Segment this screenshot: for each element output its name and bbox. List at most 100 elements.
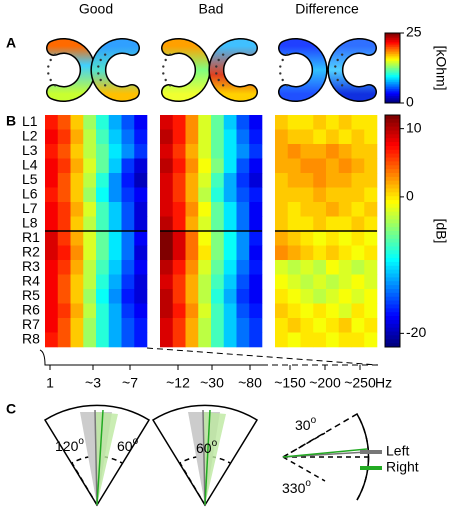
heat-cell — [287, 318, 301, 333]
angle-label: 60o — [196, 438, 218, 456]
colorbar-segment — [385, 254, 400, 259]
heat-cell — [57, 289, 71, 304]
column-title: Good — [79, 1, 113, 17]
colorbar-segment — [385, 52, 400, 55]
heat-cell — [96, 231, 110, 246]
heat-cell — [351, 202, 365, 217]
heat-cell — [121, 144, 135, 159]
heat-cell — [108, 216, 122, 232]
colorbar-segment — [385, 234, 400, 240]
electrode-dot — [97, 72, 100, 75]
heat-cell — [275, 318, 289, 333]
heat-cell — [70, 115, 84, 130]
colorbar-segment — [385, 61, 400, 64]
heat-cell — [172, 260, 186, 275]
heat-cell — [108, 332, 122, 348]
heat-cell — [185, 173, 199, 188]
heat-cell — [134, 158, 148, 174]
colorbar-segment — [385, 85, 400, 88]
heat-cell — [275, 129, 289, 145]
colorbar-segment — [385, 319, 400, 325]
heat-cell — [134, 260, 148, 275]
colorbar-segment — [385, 184, 400, 189]
colorbar-segment — [385, 87, 400, 90]
colorbar-segment — [385, 327, 400, 333]
heat-cell — [236, 332, 250, 348]
colorbar-segment — [385, 78, 400, 81]
panel-label: C — [6, 401, 16, 417]
heat-cell — [223, 289, 237, 304]
colorbar-segment — [385, 281, 400, 286]
colorbar-segment — [385, 126, 400, 131]
row-label: R3 — [22, 258, 40, 274]
colorbar-segment — [385, 196, 400, 201]
heat-cell — [287, 144, 301, 159]
heat-cell — [313, 115, 327, 130]
heat-cell — [108, 260, 122, 275]
heat-cell — [96, 332, 110, 348]
heat-cell — [351, 216, 365, 232]
heat-cell — [45, 332, 59, 348]
heat-cell — [45, 202, 59, 217]
heat-cell — [287, 115, 301, 130]
colorbar-segment — [385, 250, 400, 255]
heat-cell — [198, 115, 212, 130]
heat-cell — [198, 245, 212, 261]
heat-cell — [364, 216, 378, 232]
heat-cell — [70, 129, 84, 145]
heat-cell — [223, 231, 237, 246]
heat-cell — [198, 318, 212, 333]
heat-cell — [45, 303, 59, 319]
heat-cell — [326, 318, 340, 333]
heat-cell — [83, 144, 97, 159]
heat-cell — [287, 129, 301, 145]
heat-cell — [313, 245, 327, 261]
heat-cell — [326, 231, 340, 246]
heat-cell — [198, 173, 212, 188]
axis-tick-label: ~250 — [344, 375, 376, 391]
heat-cell — [300, 231, 314, 246]
heat-cell — [134, 144, 148, 159]
heat-cell — [70, 144, 84, 159]
heat-cell — [275, 260, 289, 275]
colorbar-tick-label: -20 — [406, 324, 426, 340]
heat-cell — [198, 274, 212, 290]
heat-cell — [249, 332, 263, 348]
heat-cell — [326, 144, 340, 159]
heat-cell — [198, 303, 212, 319]
colorbar-segment — [385, 219, 400, 224]
colorbar-segment — [385, 45, 400, 48]
heat-cell — [313, 303, 327, 319]
electrode-dot — [49, 78, 52, 82]
electrode-dot — [281, 58, 284, 62]
heat-cell — [249, 158, 263, 174]
electrode-dot — [215, 72, 218, 75]
colorbar-segment — [385, 76, 400, 79]
heat-cell — [160, 173, 174, 188]
colorbar-segment — [385, 90, 400, 93]
colorbar-segment — [385, 54, 400, 57]
heat-cell — [121, 245, 135, 261]
angle-label: 120o — [55, 436, 84, 454]
heat-cell — [338, 245, 352, 261]
heat-cell — [211, 231, 225, 246]
electrode-dot — [53, 53, 57, 56]
electrode-dot — [168, 84, 172, 87]
axis-line — [39, 349, 262, 366]
heat-cell — [300, 289, 314, 304]
heat-cell — [83, 187, 97, 203]
colorbar-segment — [385, 211, 400, 217]
electrode-dot — [53, 84, 57, 87]
colorbar-segment — [385, 50, 400, 53]
colorbar-segment — [385, 101, 400, 104]
heat-cell — [185, 144, 199, 159]
heat-cell — [134, 245, 148, 261]
colorbar-tick-label: 10 — [406, 119, 422, 135]
heat-cell — [338, 332, 352, 348]
heat-cell — [160, 231, 174, 246]
heat-cell — [326, 216, 340, 232]
heat-cell — [134, 202, 148, 217]
heat-cell — [83, 289, 97, 304]
heat-cell — [275, 202, 289, 217]
row-label: L2 — [22, 127, 38, 143]
